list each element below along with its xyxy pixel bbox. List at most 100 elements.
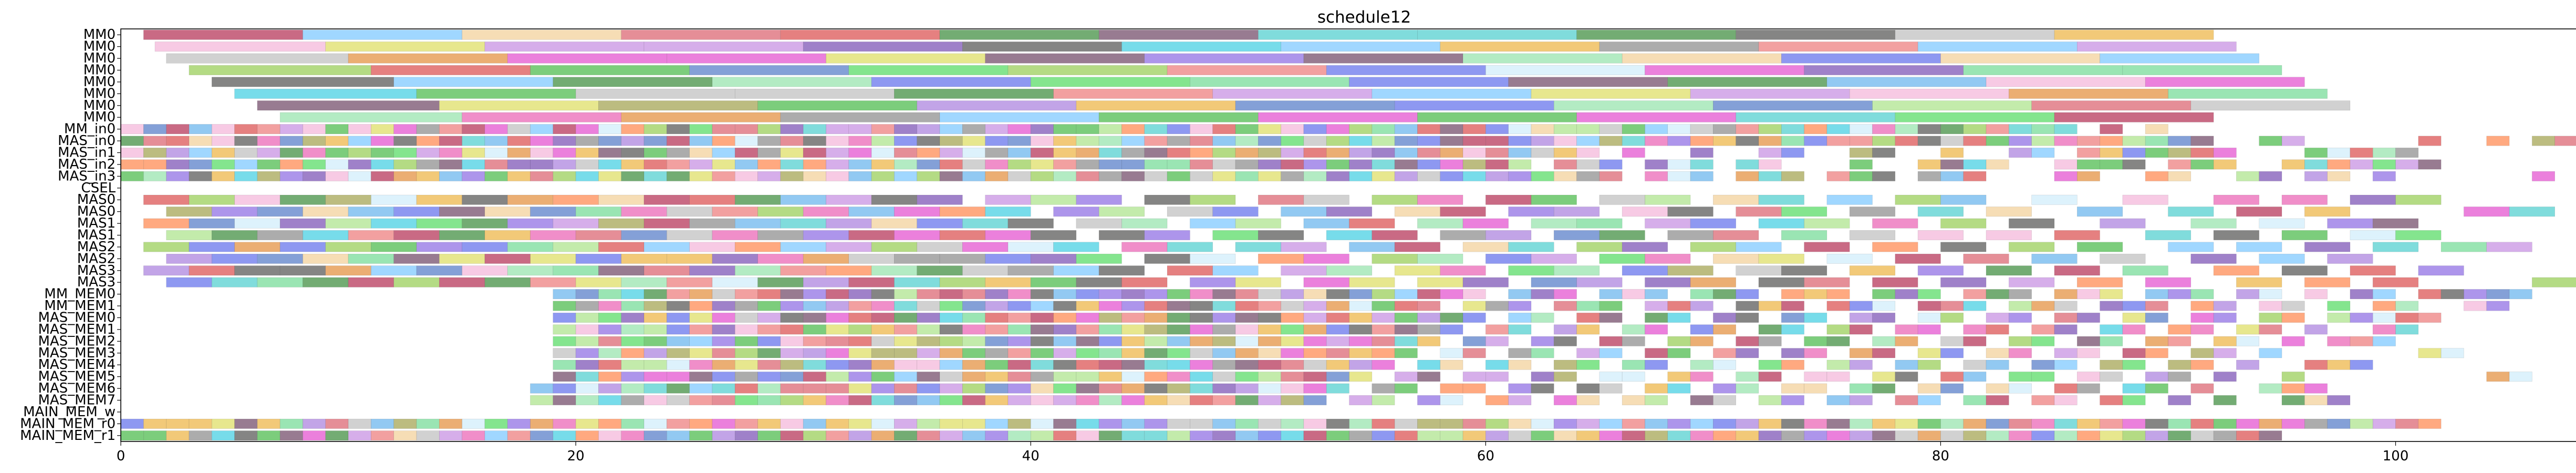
gantt-bar [1804,372,1827,382]
gantt-bar [1690,289,1713,300]
gantt-bar [416,430,440,441]
gantt-bar [553,159,576,170]
gantt-bar [234,430,258,441]
gantt-bar [734,395,758,405]
gantt-bar [2190,430,2214,441]
gantt-bar [1667,348,1691,358]
gantt-bar [1281,207,1327,217]
gantt-bar [507,218,554,229]
gantt-bar [712,313,735,323]
gantt-bar [1076,277,1122,287]
gantt-bar [1144,230,1190,240]
gantt-bar [1804,336,1827,346]
gantt-bar [757,277,804,287]
gantt-bar [530,148,554,158]
gantt-bar [1849,313,1873,323]
gantt-bar [985,136,1009,146]
gantt-bar [2190,348,2214,358]
gantt-bar [985,124,1009,135]
gantt-bar [1849,301,1873,311]
gantt-bar [189,430,212,441]
gantt-bar [416,124,440,135]
gantt-bar [2509,289,2532,300]
gantt-bar [1462,171,1486,181]
gantt-bar [2031,253,2078,264]
gantt-bar [1826,324,1850,335]
gantt-bar [2350,336,2373,346]
gantt-bar [1872,348,1896,358]
gantt-bar [621,324,645,335]
gantt-bar [1212,418,1236,429]
gantt-bar [780,289,804,300]
gantt-bar [1804,430,1827,441]
gantt-bar [1553,336,1577,346]
gantt-bar [894,324,917,335]
gantt-bar [1349,171,1373,181]
gantt-bar [1781,136,1804,146]
gantt-bar [1462,159,1486,170]
gantt-bar [2395,301,2419,311]
gantt-bar [939,430,963,441]
gantt-bar [1098,148,1122,158]
gantt-bar [1963,336,1987,346]
gantt-bar [1599,230,1645,240]
gantt-bar [2190,100,2351,111]
gantt-bar [2054,301,2078,311]
gantt-bar [2350,148,2373,158]
gantt-bar [894,207,940,217]
gantt-bar [1258,301,1281,311]
gantt-bar [2100,395,2123,405]
gantt-bar [1872,218,1918,229]
gantt-bar [643,194,690,205]
gantt-bar [1212,159,1236,170]
gantt-bar [348,430,371,441]
gantt-bar [826,124,849,135]
gantt-bar [1394,159,1418,170]
gantt-bar [325,430,349,441]
gantt-bar [757,207,804,217]
gantt-bar [2031,430,2055,441]
gantt-bar [1758,277,1804,287]
gantt-bar [917,100,1077,111]
gantt-bar [484,230,531,240]
gantt-bar [1144,324,1168,335]
gantt-bar [734,265,781,276]
gantt-bar [303,159,326,170]
gantt-bar [1030,171,1054,181]
gantt-bar [1121,136,1145,146]
gantt-bar [2190,289,2214,300]
gantt-bar [1645,194,1691,205]
gantt-bar [1303,348,1327,358]
gantt-bar [371,430,394,441]
gantt-bar [1849,171,1873,181]
gantt-bar [780,136,804,146]
gantt-bar [803,171,826,181]
gantt-bar [234,136,258,146]
gantt-bar [2395,313,2419,323]
gantt-bar [1098,324,1122,335]
gantt-bar [325,418,349,429]
gantt-bar [1531,313,1554,323]
gantt-bar [1622,265,1668,276]
gantt-bar [917,265,963,276]
gantt-bar [234,124,258,135]
gantt-bar [1326,418,1349,429]
gantt-bar [734,383,758,394]
gantt-bar [871,194,917,205]
gantt-bar [598,289,622,300]
gantt-bar [1553,171,1577,181]
gantt-bar [1235,430,1259,441]
gantt-bar [257,207,303,217]
gantt-bar [1486,253,1532,264]
gantt-bar [2190,159,2214,170]
gantt-bar [712,253,758,264]
gantt-bar [1372,253,1418,264]
gantt-bar [1963,395,1987,405]
gantt-bar [1599,313,1623,323]
gantt-bar [1349,124,1373,135]
gantt-bar [1007,136,1031,146]
gantt-bar [1531,194,1577,205]
gantt-bar [985,253,1031,264]
gantt-bar [621,159,645,170]
gantt-bar [1167,242,1213,252]
